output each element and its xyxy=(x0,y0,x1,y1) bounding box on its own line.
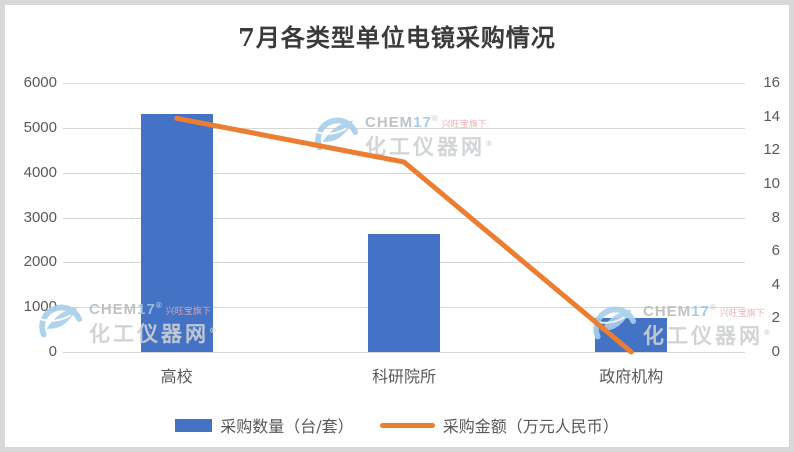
y-axis-left-tick: 5000 xyxy=(23,118,57,136)
legend-label: 采购数量（台/套） xyxy=(220,417,354,436)
y-axis-right-tick: 8 xyxy=(771,208,780,226)
y-axis-right-tick: 12 xyxy=(763,141,780,159)
gridline xyxy=(63,83,745,84)
y-axis-right-tick: 2 xyxy=(771,309,780,327)
y-axis-right-tick: 4 xyxy=(771,275,780,293)
x-axis-label-高校: 高校 xyxy=(160,367,193,386)
axis-layer: 0 1000 2000 3000 4000 5000 6000 0 2 4 6 8 10 12 14 16 高校… xyxy=(5,5,789,447)
bars-layer xyxy=(5,5,789,447)
bar-政府机构 xyxy=(595,318,668,352)
chart-legend: 采购数量（台/套） 采购金额（万元人民币） xyxy=(5,410,789,440)
legend-line-swatch-icon xyxy=(379,422,435,428)
legend-label: 采购金额（万元人民币） xyxy=(442,417,619,436)
bar-高校 xyxy=(140,114,213,352)
y-axis-right-tick: 14 xyxy=(763,107,780,125)
legend-item-purchase-quantity: 采购数量（台/套） xyxy=(175,413,354,437)
y-axis-right-tick: 0 xyxy=(771,343,780,360)
y-axis-left-tick: 3000 xyxy=(23,208,57,226)
chart-title: 7月各类型单位电镜采购情况 xyxy=(238,23,556,52)
y-axis-left-tick: 0 xyxy=(48,343,57,360)
y-axis-left-tick: 6000 xyxy=(23,74,57,91)
x-axis-label-科研院所: 科研院所 xyxy=(371,367,436,386)
bar-科研院所 xyxy=(368,234,440,352)
x-axis-label-政府机构: 政府机构 xyxy=(599,367,664,386)
y-axis-left-tick: 2000 xyxy=(23,253,57,271)
y-axis-right-tick: 16 xyxy=(763,74,780,91)
legend-item-purchase-amount: 采购金额（万元人民币） xyxy=(379,413,619,437)
y-axis-left-tick: 4000 xyxy=(23,163,57,181)
legend-bar-swatch-icon xyxy=(175,418,213,432)
y-axis-right-tick: 10 xyxy=(763,174,780,192)
y-axis-right-tick: 6 xyxy=(771,242,780,260)
